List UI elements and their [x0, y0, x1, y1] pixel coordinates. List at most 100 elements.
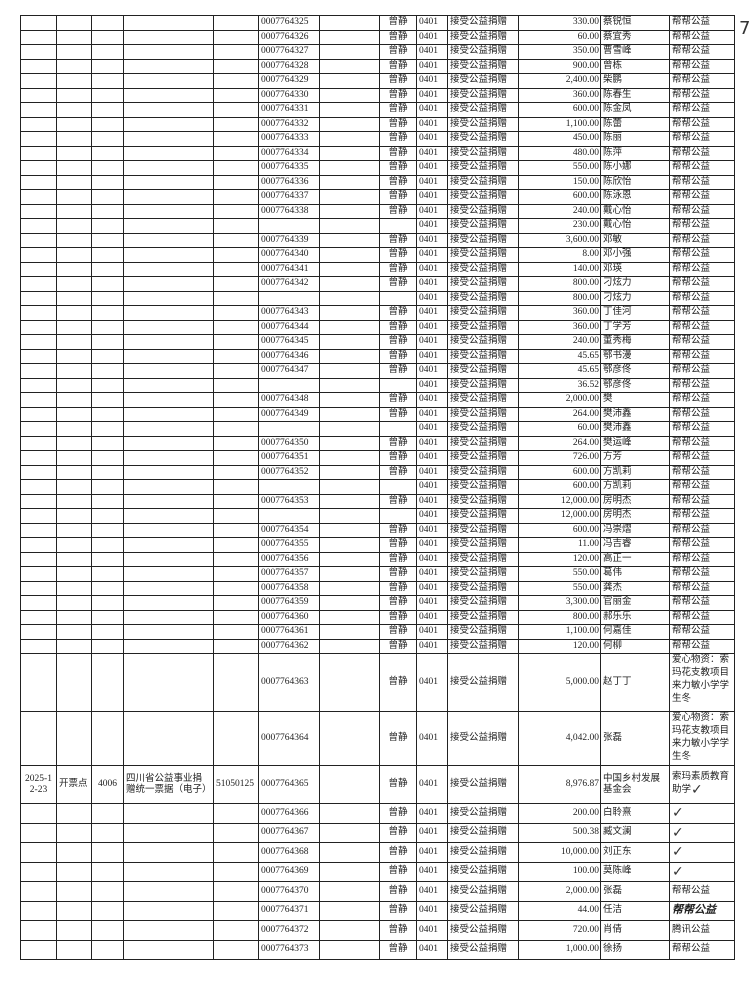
summary-cell: 接受公益捐赠	[447, 803, 519, 824]
table-row: 0007764334 曾静 0401 接受公益捐赠 480.00 陈萍 帮帮公益	[20, 145, 735, 161]
date-cell	[20, 102, 57, 118]
summary-cell: 接受公益捐赠	[447, 765, 519, 804]
donor-cell: 刘正东	[600, 842, 670, 863]
amount-cell: 600.00	[518, 479, 601, 495]
summary-cell: 接受公益捐赠	[447, 638, 519, 654]
summary-cell: 接受公益捐赠	[447, 276, 519, 292]
amount-cell: 264.00	[518, 406, 601, 422]
type-cell	[56, 580, 92, 596]
type-cell	[56, 174, 92, 190]
receipt-number-cell: 0007764341	[258, 261, 320, 277]
donor-cell: 邓瑛	[600, 261, 670, 277]
account-cell: 0401	[416, 348, 448, 364]
summary-cell: 接受公益捐赠	[447, 232, 519, 248]
code-cell	[91, 803, 124, 824]
donor-cell: 臧文澜	[600, 822, 670, 843]
remark-text: 帮帮公益	[672, 510, 711, 521]
account-cell: 0401	[416, 842, 448, 863]
amount-cell: 360.00	[518, 305, 601, 321]
donor-cell: 白聆熹	[600, 803, 670, 824]
donor-cell: 陈泳恩	[600, 189, 670, 205]
bill-name-cell	[123, 290, 214, 306]
date-cell	[20, 377, 57, 393]
bill-code-cell	[213, 450, 259, 466]
handler-cell: 曾静	[379, 319, 417, 335]
amount-cell: 264.00	[518, 435, 601, 451]
blank-cell	[319, 624, 380, 640]
date-cell	[20, 551, 57, 567]
amount-cell: 900.00	[518, 58, 601, 74]
receipt-number-cell: 0007764342	[258, 276, 320, 292]
receipt-number-cell: 0007764325	[258, 15, 320, 31]
remark-text: 帮帮公益	[672, 17, 711, 28]
summary-cell: 接受公益捐赠	[447, 537, 519, 553]
date-cell	[20, 493, 57, 509]
type-cell	[56, 900, 92, 921]
table-row: 0007764347 曾静 0401 接受公益捐赠 45.65 鄂彦佟 帮帮公益	[20, 363, 735, 379]
date-cell	[20, 44, 57, 60]
bill-code-cell	[213, 348, 259, 364]
blank-cell	[319, 803, 380, 824]
remark-cell: 帮帮公益	[669, 145, 735, 161]
donation-ledger-table: 0007764325 曾静 0401 接受公益捐赠 330.00 蔡锐恒 帮帮公益 00077…	[20, 15, 735, 960]
table-row: 0007764329 曾静 0401 接受公益捐赠 2,400.00 柴鹏 帮帮公益	[20, 73, 735, 89]
bill-name-cell	[123, 334, 214, 350]
amount-cell: 36.52	[518, 377, 601, 393]
bill-name-cell	[123, 276, 214, 292]
remark-cell: 帮帮公益	[669, 334, 735, 350]
handler-cell	[379, 377, 417, 393]
donor-cell: 官丽金	[600, 595, 670, 611]
bill-name-cell	[123, 87, 214, 103]
date-cell	[20, 290, 57, 306]
table-row: 0007764333 曾静 0401 接受公益捐赠 450.00 陈丽 帮帮公益	[20, 131, 735, 147]
type-cell	[56, 305, 92, 321]
code-cell	[91, 363, 124, 379]
handler-cell: 曾静	[379, 131, 417, 147]
bill-name-cell	[123, 377, 214, 393]
code-cell	[91, 609, 124, 625]
table-row: 0007764367 曾静 0401 接受公益捐赠 500.38 臧文澜 ✓	[20, 822, 735, 843]
amount-cell: 600.00	[518, 102, 601, 118]
amount-cell: 5,000.00	[518, 653, 601, 712]
handler-cell: 曾静	[379, 711, 417, 766]
bill-code-cell	[213, 15, 259, 31]
handler-cell: 曾静	[379, 363, 417, 379]
amount-cell: 12,000.00	[518, 508, 601, 524]
bill-name-cell	[123, 406, 214, 422]
type-cell: 开票点	[56, 765, 92, 804]
remark-cell: 帮帮公益	[669, 881, 735, 902]
date-cell	[20, 479, 57, 495]
donor-cell: 张磊	[600, 881, 670, 902]
bill-code-cell	[213, 551, 259, 567]
amount-cell: 550.00	[518, 566, 601, 582]
code-cell: 4006	[91, 765, 124, 804]
receipt-number-cell: 0007764363	[258, 653, 320, 712]
receipt-number-cell: 0007764358	[258, 580, 320, 596]
checkmark-icon: ✓	[672, 863, 684, 880]
account-cell: 0401	[416, 939, 448, 960]
checkmark-icon: ✓	[672, 824, 684, 841]
donor-cell: 龚杰	[600, 580, 670, 596]
code-cell	[91, 29, 124, 45]
date-cell	[20, 595, 57, 611]
table-row: 0007764336 曾静 0401 接受公益捐赠 150.00 陈欣怡 帮帮公益	[20, 174, 735, 190]
bill-code-cell	[213, 406, 259, 422]
handler-cell: 曾静	[379, 842, 417, 863]
bill-code-cell	[213, 290, 259, 306]
table-row: 0007764368 曾静 0401 接受公益捐赠 10,000.00 刘正东 ✓	[20, 842, 735, 863]
code-cell	[91, 189, 124, 205]
summary-cell: 接受公益捐赠	[447, 566, 519, 582]
code-cell	[91, 464, 124, 480]
bill-name-cell	[123, 609, 214, 625]
amount-cell: 200.00	[518, 803, 601, 824]
code-cell	[91, 160, 124, 176]
amount-cell: 100.00	[518, 861, 601, 882]
remark-cell: 帮帮公益	[669, 174, 735, 190]
receipt-number-cell: 0007764346	[258, 348, 320, 364]
type-cell	[56, 348, 92, 364]
remark-text: 帮帮公益	[672, 423, 711, 434]
receipt-number-cell: 0007764331	[258, 102, 320, 118]
remark-cell: 帮帮公益	[669, 73, 735, 89]
remark-cell: 帮帮公益	[669, 363, 735, 379]
account-cell: 0401	[416, 920, 448, 941]
